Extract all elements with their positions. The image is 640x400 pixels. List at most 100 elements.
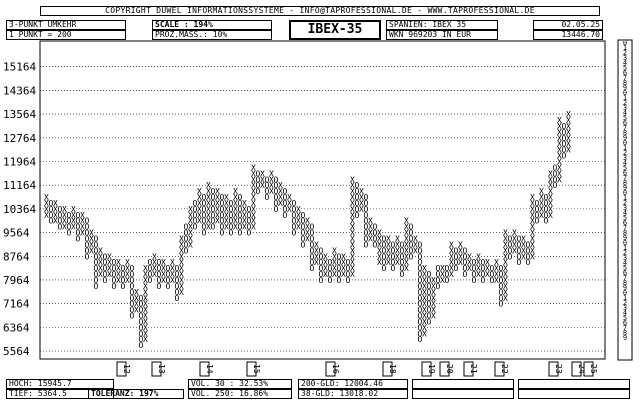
x-box: X: [431, 300, 436, 309]
x-box: X: [350, 264, 355, 273]
x-box: X: [548, 187, 553, 196]
x-box: X: [485, 258, 490, 267]
o-box: O: [175, 288, 180, 297]
o-box: O: [553, 163, 558, 172]
x-box: X: [251, 169, 256, 178]
x-box: X: [530, 217, 535, 226]
o-box: O: [364, 205, 369, 214]
x-box: X: [107, 252, 112, 261]
o-box: O: [274, 187, 279, 196]
o-box: O: [112, 276, 117, 285]
x-box: X: [476, 264, 481, 273]
o-box: O: [202, 205, 207, 214]
o-box: O: [400, 246, 405, 255]
x-box: X: [62, 211, 67, 220]
x-box: X: [422, 282, 427, 291]
o-box: O: [355, 181, 360, 190]
x-box: X: [449, 252, 454, 261]
x-box: X: [215, 217, 220, 226]
x-box: X: [566, 122, 571, 131]
x-box: X: [539, 199, 544, 208]
o-box: O: [220, 199, 225, 208]
x-box: X: [350, 181, 355, 190]
x-box: X: [386, 258, 391, 267]
column-marker-label: 13: [157, 364, 166, 374]
column-marker-box: [325, 361, 336, 377]
x-box: X: [503, 288, 508, 297]
o-box: O: [355, 187, 360, 196]
x-box: X: [350, 229, 355, 238]
o-box: O: [409, 246, 414, 255]
o-box: O: [562, 128, 567, 137]
x-box: X: [89, 229, 94, 238]
o-box: O: [454, 252, 459, 261]
o-box: O: [229, 229, 234, 238]
x-box: X: [80, 223, 85, 232]
o-box: O: [103, 276, 108, 285]
o-box: O: [211, 193, 216, 202]
o-box: O: [202, 211, 207, 220]
o-box: O: [283, 193, 288, 202]
o-box: O: [139, 335, 144, 344]
o-box: O: [184, 235, 189, 244]
o-box: O: [58, 205, 63, 214]
x-box: X: [53, 199, 58, 208]
x-box: X: [188, 229, 193, 238]
x-box: X: [422, 306, 427, 315]
x-box: X: [530, 211, 535, 220]
x-box: X: [404, 240, 409, 249]
o-box: O: [256, 169, 261, 178]
o-box: O: [418, 312, 423, 321]
x-box: X: [350, 175, 355, 184]
x-box: X: [44, 205, 49, 214]
o-box: O: [337, 270, 342, 279]
o-box: O: [175, 270, 180, 279]
x-box: X: [539, 187, 544, 196]
x-box: X: [224, 217, 229, 226]
o-box: O: [409, 240, 414, 249]
x-box: X: [503, 258, 508, 267]
o-box: O: [121, 264, 126, 273]
x-box: X: [476, 270, 481, 279]
x-box: X: [233, 223, 238, 232]
x-box: X: [350, 223, 355, 232]
x-box: X: [197, 217, 202, 226]
o-box: O: [175, 282, 180, 291]
o-box: O: [418, 252, 423, 261]
x-box: X: [350, 199, 355, 208]
o-box: O: [436, 282, 441, 291]
o-box: O: [193, 205, 198, 214]
x-box: X: [341, 258, 346, 267]
x-box: X: [503, 276, 508, 285]
o-box: O: [274, 205, 279, 214]
x-box: X: [341, 270, 346, 279]
o-box: O: [301, 217, 306, 226]
o-box: O: [292, 223, 297, 232]
o-box: O: [238, 205, 243, 214]
o-box: O: [274, 199, 279, 208]
x-box: X: [422, 294, 427, 303]
o-box: O: [436, 264, 441, 273]
x-box: X: [224, 193, 229, 202]
column-marker-label: 25: [589, 364, 598, 374]
o-box: O: [238, 217, 243, 226]
x-box: X: [413, 240, 418, 249]
o-box: O: [418, 246, 423, 255]
scale-label: SCALE : 194%: [152, 20, 272, 30]
x-box: X: [53, 217, 58, 226]
x-box: X: [368, 223, 373, 232]
o-box: O: [400, 264, 405, 273]
x-box: X: [530, 240, 535, 249]
o-box: O: [328, 264, 333, 273]
x-box: X: [359, 199, 364, 208]
o-box: O: [130, 264, 135, 273]
o-box: O: [112, 264, 117, 273]
column-marker-box: [199, 361, 210, 377]
x-box: X: [53, 211, 58, 220]
o-box: O: [517, 235, 522, 244]
x-box: X: [242, 205, 247, 214]
o-box: O: [418, 329, 423, 338]
o-box: O: [526, 252, 531, 261]
x-box: X: [134, 300, 139, 309]
o-box: O: [364, 235, 369, 244]
